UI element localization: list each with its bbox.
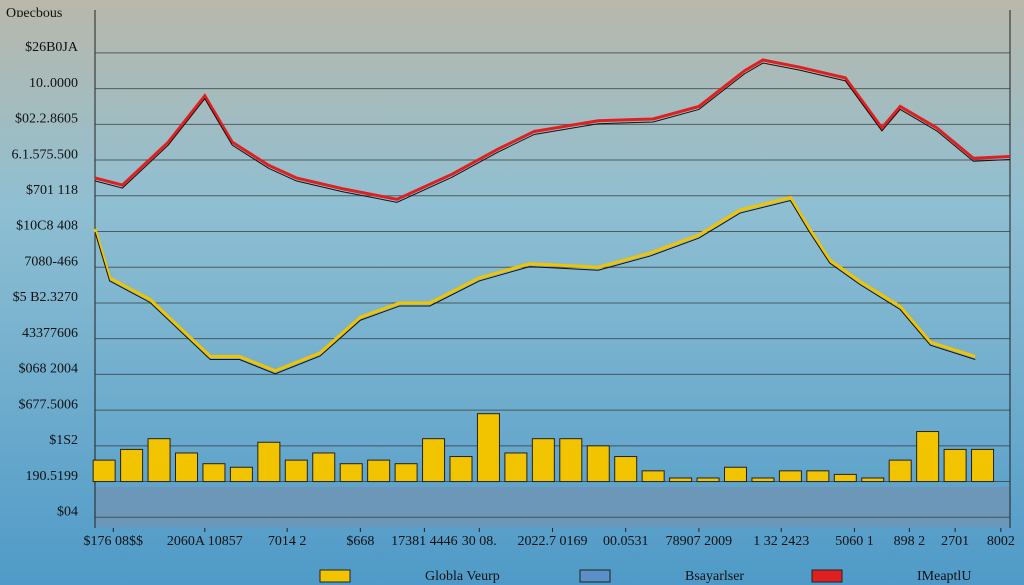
volume-bar <box>476 413 500 483</box>
volume-bar <box>861 477 885 483</box>
volume-bar <box>806 470 830 483</box>
x-tick-label: 898 2 <box>894 534 926 549</box>
volume-bar <box>531 438 555 483</box>
volume-bar <box>257 441 281 483</box>
x-tick-label: 2060A 10857 <box>167 534 243 549</box>
legend-swatch <box>811 569 843 583</box>
volume-bar <box>175 452 198 483</box>
series-line <box>93 195 976 373</box>
volume-bar <box>422 438 446 483</box>
volume-bar <box>449 456 473 483</box>
chart-title: Oɒecbous <box>6 6 62 21</box>
x-tick-label: 17381 4446 <box>391 534 458 549</box>
volume-bar <box>504 452 528 483</box>
volume-bar <box>367 459 391 483</box>
x-tick-label: 5060 1 <box>835 534 874 549</box>
legend-label: IMeaptlU <box>917 569 971 584</box>
volume-bar <box>916 431 940 483</box>
volume-bar <box>724 466 747 483</box>
volume-bar <box>641 470 665 483</box>
y-tick-label: $04 <box>57 505 78 520</box>
y-tick-label: 10..0000 <box>29 76 78 91</box>
y-tick-label: $068 2004 <box>19 362 79 377</box>
x-tick-label: 7014 2 <box>268 534 307 549</box>
volume-bar <box>696 477 720 483</box>
volume-bar <box>339 463 363 483</box>
y-tick-label: 6.1.575.500 <box>12 147 79 162</box>
y-tick-label: $1S2 <box>49 433 78 448</box>
volume-bar <box>92 459 116 483</box>
legend-label: Bsayarlser <box>685 569 744 584</box>
x-tick-label: 8002 <box>987 534 1015 549</box>
volume-bar <box>312 452 336 483</box>
y-tick-label: $677.5006 <box>19 397 79 412</box>
series-shadow <box>94 62 1011 203</box>
legend-swatch <box>319 569 351 583</box>
legend-swatch <box>579 569 611 583</box>
volume-bar <box>394 463 418 483</box>
volume-bar <box>559 438 583 483</box>
volume-bar <box>284 459 308 483</box>
volume-bar <box>833 473 857 483</box>
volume-bar <box>751 477 775 483</box>
x-tick-label: 00.0531 <box>603 534 649 549</box>
x-tick-label: 78907 2009 <box>666 534 733 549</box>
y-tick-label: 7080-466 <box>24 254 78 269</box>
volume-bar <box>669 477 693 483</box>
y-tick-label: $5 B2.3270 <box>13 290 78 305</box>
y-tick-label: $02.2.8605 <box>15 112 78 127</box>
x-tick-label: 2701 <box>941 534 969 549</box>
y-tick-label: 190.5199 <box>26 469 79 484</box>
volume-bar <box>614 456 638 483</box>
volume-bar <box>202 463 226 483</box>
x-tick-label: $176 08$$ <box>84 534 144 549</box>
series-shadow <box>94 199 976 375</box>
volume-bar <box>120 448 144 483</box>
x-tick-label: 30 08. <box>462 534 497 549</box>
volume-bar <box>586 445 610 483</box>
x-tick-label: $668 <box>346 534 374 549</box>
volume-bar <box>971 448 995 483</box>
x-tick-label: 2022.7 0169 <box>518 534 588 549</box>
y-tick-label: $26B0JA <box>25 40 79 55</box>
volume-bar <box>943 448 967 483</box>
y-tick-label: $701 118 <box>26 183 78 198</box>
volume-bar <box>888 459 912 483</box>
x-tick-label: 1 32 2423 <box>753 534 809 549</box>
legend: Globla Veurp Bsayarlser IMeaptlU <box>319 569 971 584</box>
legend-label: Globla Veurp <box>425 569 500 584</box>
series-line <box>94 58 1011 201</box>
volume-bar <box>229 466 253 483</box>
y-tick-label: $10C8 408 <box>16 219 78 234</box>
volume-bar <box>147 438 171 483</box>
volume-bar <box>778 470 802 483</box>
base-band <box>95 487 1010 527</box>
y-tick-label: 43377606 <box>22 326 78 341</box>
